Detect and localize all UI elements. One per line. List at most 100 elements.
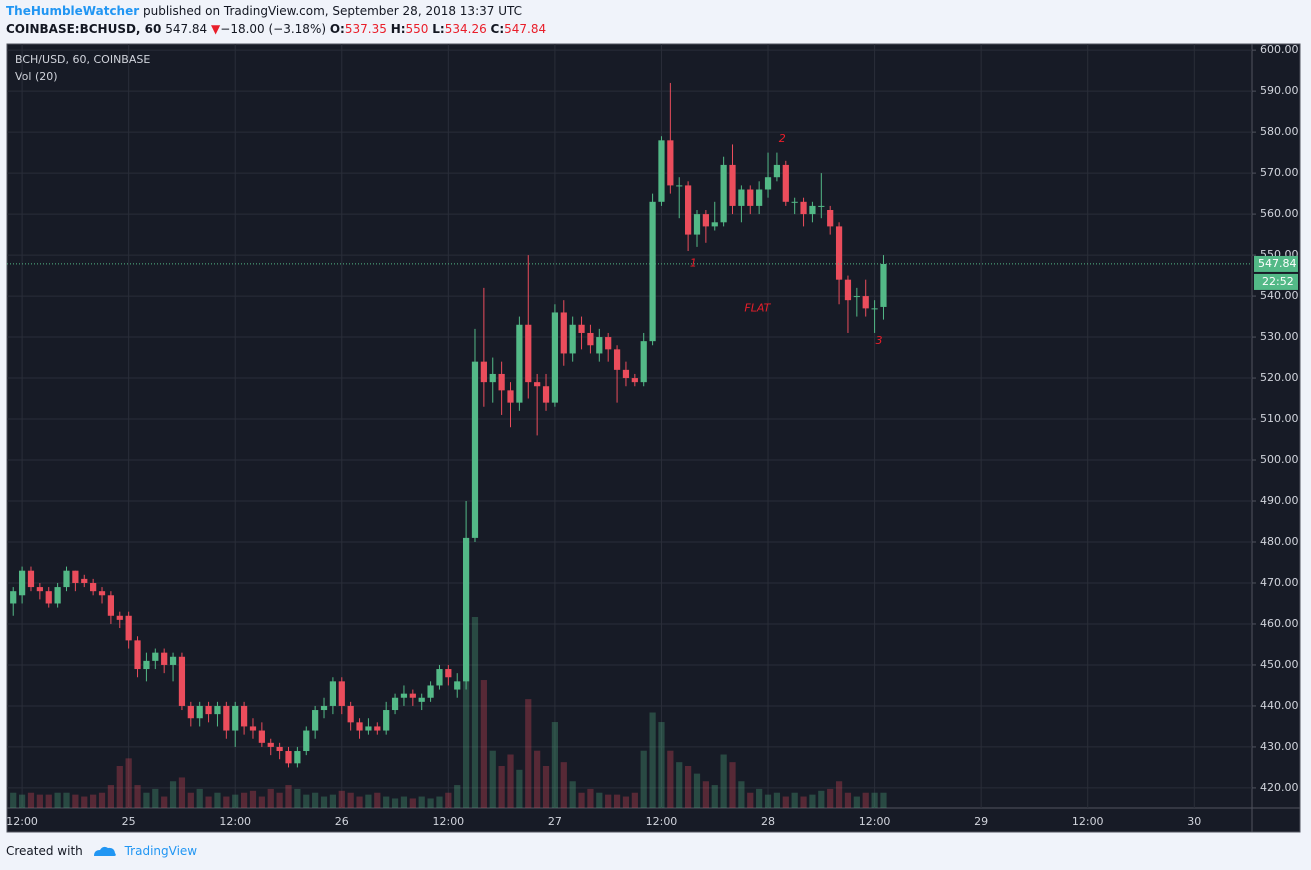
candle-body — [427, 685, 434, 698]
volume-bar — [871, 792, 878, 808]
volume-bar — [454, 785, 461, 808]
volume-bar — [98, 792, 106, 808]
change: −18.00 (−3.18%) — [220, 22, 327, 36]
candle-body — [409, 693, 416, 698]
candle-body — [534, 382, 541, 387]
candle-body — [249, 726, 257, 731]
volume-bar — [534, 750, 541, 808]
y-tick-label: 430.00 — [1260, 740, 1299, 753]
last-price-label: 547.84 — [1258, 257, 1297, 270]
volume-bar — [45, 794, 52, 808]
x-tick-label: 12:00 — [646, 815, 678, 828]
volume-bar — [223, 796, 230, 808]
candle-body — [338, 681, 345, 706]
candle-body — [800, 201, 807, 215]
countdown-box — [1254, 273, 1298, 290]
candle-body — [631, 378, 638, 383]
candle-body — [276, 746, 283, 752]
x-tick-label: 25 — [122, 815, 136, 828]
candle-body — [27, 570, 35, 588]
volume-bar — [63, 792, 70, 808]
volume-bar — [809, 794, 816, 808]
volume-bar — [640, 750, 647, 808]
author[interactable]: TheHumbleWatcher — [6, 4, 140, 18]
candle-body — [454, 681, 461, 690]
candle-body — [232, 705, 239, 731]
volume-bar — [205, 796, 212, 808]
volume-bar — [232, 794, 239, 808]
down-arrow: ▼ — [211, 22, 221, 36]
x-tick-label: 12:00 — [6, 815, 38, 828]
volume-bar — [356, 796, 363, 808]
candle-body — [773, 164, 781, 178]
candle-body — [169, 656, 177, 665]
y-tick-label: 580.00 — [1260, 125, 1299, 138]
open-label: O: — [329, 22, 345, 36]
candle-body — [880, 263, 887, 307]
volume-bar — [329, 794, 337, 808]
y-tick-label: 570.00 — [1260, 166, 1299, 179]
low-value: 534.26 — [444, 22, 487, 36]
candle-body — [187, 705, 194, 719]
candle-body — [702, 214, 709, 227]
volume-bar — [427, 798, 434, 808]
candle-body — [685, 185, 692, 235]
volume-bar — [747, 792, 754, 808]
volume-bar — [578, 792, 585, 808]
candle-body — [835, 226, 843, 280]
volume-bar — [338, 790, 345, 808]
volume-bar — [880, 792, 887, 808]
volume-bar — [294, 788, 301, 808]
y-tick-label: 530.00 — [1260, 330, 1299, 343]
candle-body — [205, 705, 212, 715]
candle-body — [605, 337, 612, 350]
candle-body — [782, 164, 789, 202]
candle-body — [640, 341, 647, 383]
candle-body — [764, 177, 772, 190]
y-tick-label: 470.00 — [1260, 576, 1299, 589]
candle-body — [596, 337, 603, 354]
high-label: H: — [390, 22, 406, 36]
volume-bar — [400, 796, 408, 808]
volume-bar — [605, 794, 612, 808]
brand[interactable]: TradingView — [124, 844, 198, 858]
candle-body — [143, 660, 150, 670]
open-value: 537.35 — [344, 22, 387, 36]
volume-bar — [418, 796, 425, 808]
candle-body — [54, 587, 61, 604]
volume-bar — [409, 798, 416, 808]
volume-bar — [391, 798, 399, 808]
candle-body — [285, 751, 292, 764]
brand-logo — [94, 846, 116, 856]
y-tick-label: 590.00 — [1260, 84, 1299, 97]
volume-bar — [649, 712, 656, 808]
volume-bar — [711, 785, 718, 808]
candle-body — [152, 652, 159, 661]
volume-bar — [569, 781, 576, 808]
volume-bar — [383, 796, 390, 808]
volume-bar — [436, 796, 443, 808]
volume-bar — [844, 792, 852, 808]
volume-bar — [480, 680, 487, 808]
candle-body — [63, 570, 70, 588]
candle-body — [223, 705, 230, 731]
volume-bar — [542, 765, 550, 808]
volume-bar — [285, 785, 292, 808]
last-price-box — [1254, 255, 1298, 272]
volume-bar — [303, 794, 310, 808]
y-tick-label: 540.00 — [1260, 289, 1299, 302]
candle-body — [178, 656, 186, 706]
volume-bar — [507, 754, 514, 808]
candle-body — [356, 722, 363, 731]
close-label: C: — [490, 22, 505, 36]
volume-bar — [320, 796, 328, 808]
volume-bar — [596, 792, 603, 808]
candle-body — [107, 595, 115, 616]
y-tick-label: 500.00 — [1260, 453, 1299, 466]
volume-bar — [258, 796, 265, 808]
candle-body — [161, 652, 168, 665]
candle-body — [391, 697, 399, 711]
volume-bar — [143, 792, 150, 808]
y-tick-label: 560.00 — [1260, 207, 1299, 220]
annotation: FLAT — [744, 301, 771, 314]
